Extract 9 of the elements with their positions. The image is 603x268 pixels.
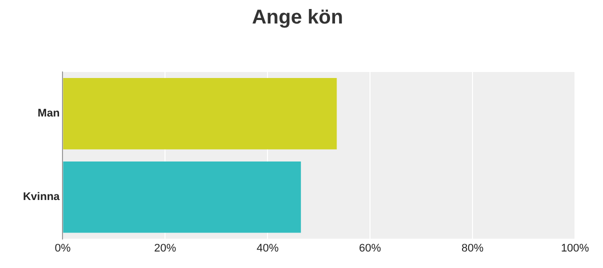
y-tick-label: Man (38, 108, 60, 120)
x-tick-label: 40% (256, 242, 279, 254)
x-tick-label: 80% (462, 242, 484, 254)
y-tick-label: Kvinna (22, 191, 61, 204)
chart-title: Ange kön (252, 6, 344, 29)
x-tick-label: 20% (154, 242, 176, 254)
x-tick-label: 60% (359, 242, 382, 254)
x-tick-label: 100% (560, 242, 590, 254)
x-tick-label: 0% (54, 242, 71, 254)
